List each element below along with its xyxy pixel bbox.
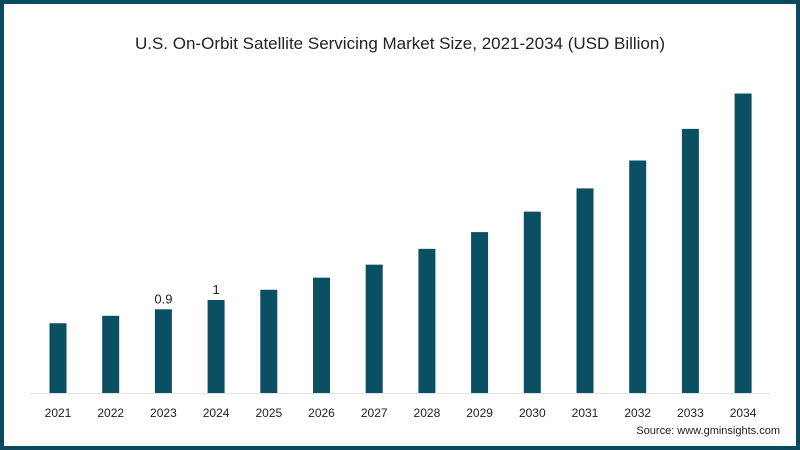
bar-2025	[260, 289, 278, 393]
bar-2021	[49, 323, 67, 393]
x-tick-label: 2028	[414, 406, 441, 420]
x-tick-label: 2034	[730, 406, 757, 420]
bar-2026	[313, 277, 330, 393]
bar-2031	[576, 188, 594, 393]
bar-2029	[471, 232, 489, 393]
x-tick-label: 2024	[203, 406, 230, 420]
bar-2022	[102, 315, 120, 393]
source-note: Source: www.gminsights.com	[636, 425, 780, 437]
x-tick-label: 2022	[97, 406, 124, 420]
x-tick-label: 2029	[466, 406, 493, 420]
bar-2024	[207, 300, 225, 393]
x-tick-label: 2032	[624, 406, 651, 420]
x-tick-label: 2030	[519, 406, 546, 420]
chart-title: U.S. On-Orbit Satellite Servicing Market…	[134, 34, 666, 53]
data-label-2023: 0.9	[154, 291, 172, 306]
x-tick-label: 2023	[150, 406, 177, 420]
data-label-2024: 1	[212, 282, 219, 297]
x-tick-label: 2021	[45, 406, 72, 420]
bar-2030	[523, 211, 541, 393]
x-tick-label: 2027	[361, 406, 388, 420]
bar-2033	[681, 128, 699, 393]
bar-2032	[629, 160, 647, 393]
x-tick-label: 2025	[255, 406, 282, 420]
bar-2028	[418, 248, 436, 393]
bar-2023	[154, 309, 172, 393]
x-tick-label: 2031	[572, 406, 599, 420]
x-tick-label: 2026	[308, 406, 335, 420]
bar-2034	[734, 93, 752, 393]
bar-2027	[365, 264, 383, 393]
x-tick-label: 2033	[677, 406, 704, 420]
